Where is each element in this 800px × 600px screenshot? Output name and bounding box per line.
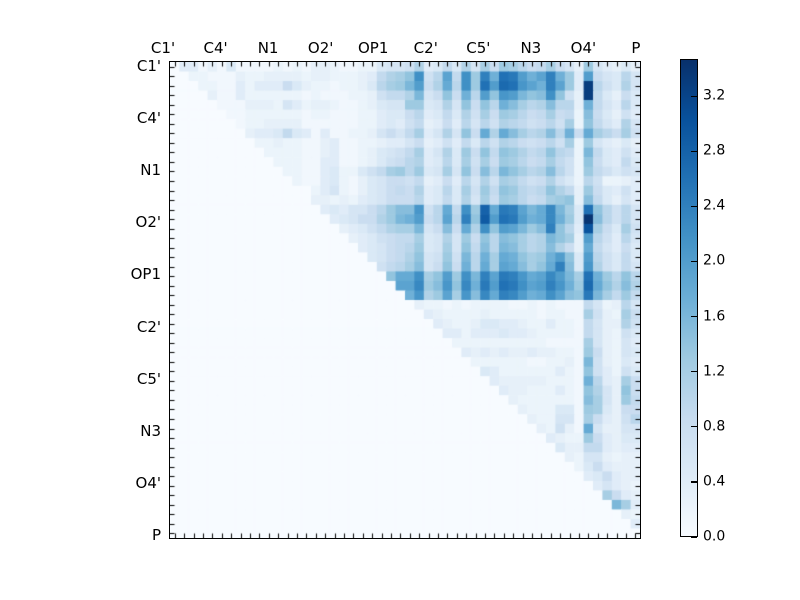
colorbar-tick-label: 0.4	[703, 473, 726, 490]
colorbar-tick	[691, 150, 697, 152]
x-axis-label: N3	[520, 39, 542, 57]
x-axis-label: P	[631, 39, 641, 57]
colorbar-tick-label: 0.0	[703, 528, 726, 545]
colorbar-tick	[691, 205, 697, 208]
y-axis-label: C1'	[136, 57, 161, 75]
x-axis-label: O2'	[307, 39, 334, 57]
y-axis-label: P	[151, 525, 161, 544]
x-axis-label: C5'	[466, 39, 491, 57]
colorbar-tick-label: 0.8	[703, 418, 726, 435]
colorbar-tick	[691, 315, 697, 318]
x-axis-label: O4'	[570, 39, 597, 57]
y-axis-label: N1	[140, 161, 161, 180]
x-axis-label: N1	[257, 39, 279, 57]
colorbar-tick	[691, 536, 697, 538]
x-axis-label: OP1	[357, 39, 389, 57]
colorbar-tick-label: 1.2	[703, 363, 726, 380]
y-axis-label: C4'	[136, 109, 161, 128]
y-axis-label: C5'	[136, 369, 161, 388]
y-axis-label: N3	[140, 421, 161, 440]
colorbar-tick-label: 3.2	[703, 87, 726, 104]
y-axis-label: O4'	[135, 473, 161, 492]
colorbar-tick-label: 2.4	[703, 197, 726, 214]
x-axis-label: C1'	[150, 39, 176, 57]
colorbar-tick	[691, 371, 697, 373]
y-axis-label: C2'	[136, 317, 161, 336]
colorbar-tick-label: 1.6	[703, 308, 726, 325]
colorbar-tick-label: 2.0	[703, 252, 726, 269]
y-axis-label: OP1	[130, 265, 161, 284]
x-axis-label: C2'	[413, 39, 438, 57]
colorbar-tick-label: 2.8	[703, 142, 726, 159]
colorbar-tick	[691, 260, 697, 263]
heatmap-canvas	[170, 62, 640, 538]
x-axis-label: C4'	[203, 39, 228, 57]
colorbar	[680, 59, 698, 537]
y-axis-label: O2'	[135, 213, 161, 232]
heatmap-axes	[169, 61, 641, 539]
colorbar-tick	[691, 95, 697, 97]
colorbar-tick	[691, 426, 697, 428]
colorbar-tick	[691, 481, 697, 483]
